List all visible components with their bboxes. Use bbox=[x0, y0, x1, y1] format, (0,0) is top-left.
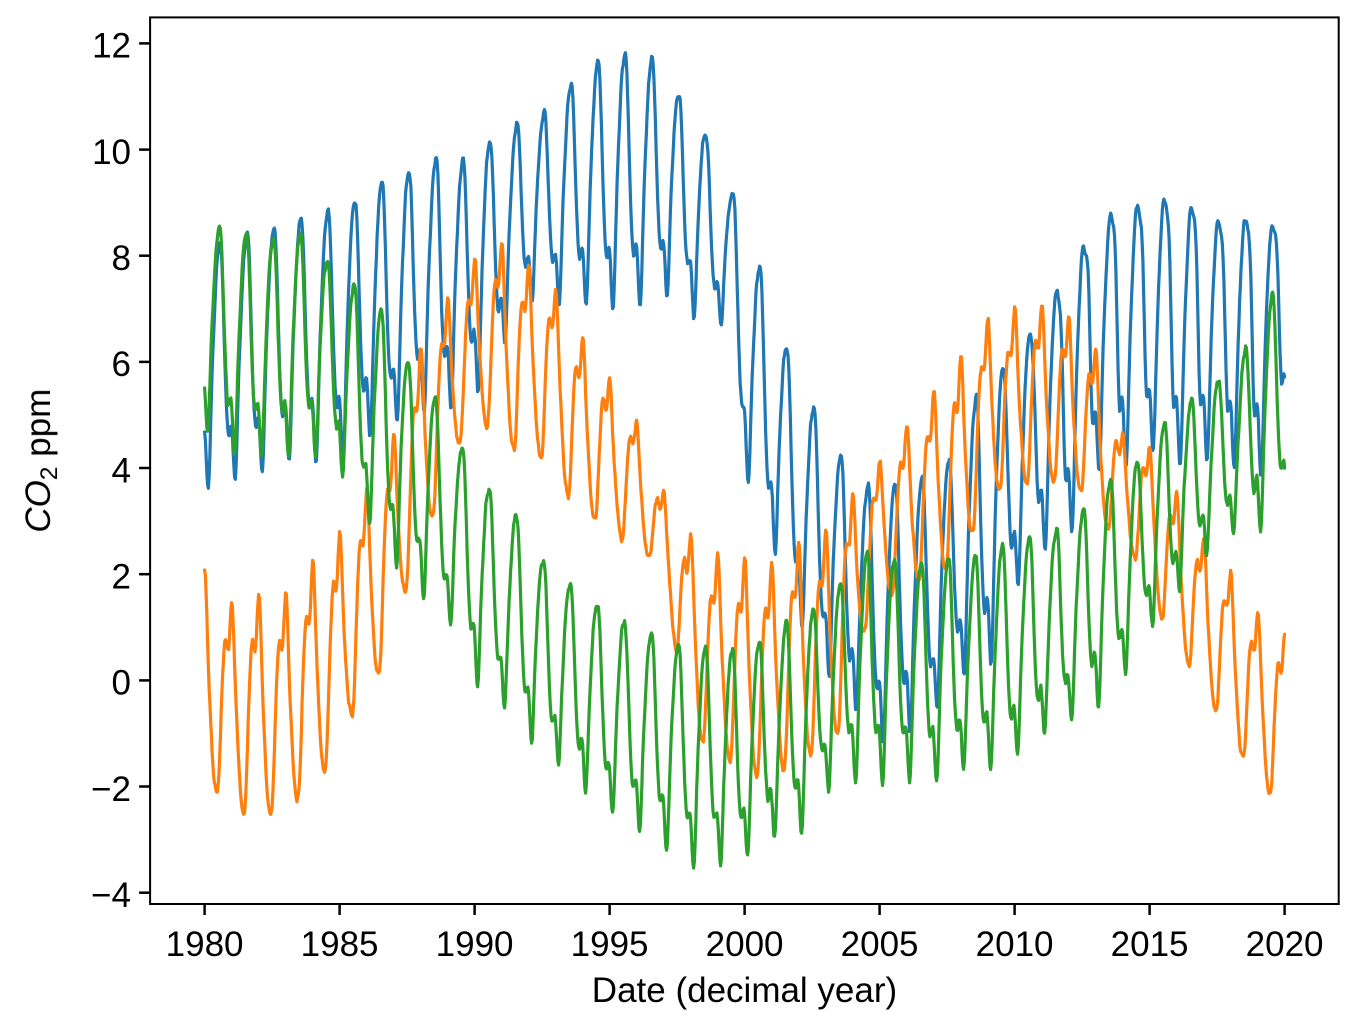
svg-text:CO2 ppm: CO2 ppm bbox=[19, 389, 63, 533]
svg-text:−4: −4 bbox=[91, 876, 131, 915]
svg-text:0: 0 bbox=[112, 664, 131, 703]
svg-text:Date (decimal year): Date (decimal year) bbox=[592, 971, 897, 1010]
svg-text:1985: 1985 bbox=[301, 925, 379, 964]
svg-text:6: 6 bbox=[112, 345, 131, 384]
svg-text:−2: −2 bbox=[91, 770, 131, 809]
svg-text:2015: 2015 bbox=[1111, 925, 1189, 964]
svg-text:10: 10 bbox=[92, 133, 131, 172]
svg-text:12: 12 bbox=[92, 27, 131, 66]
svg-text:2005: 2005 bbox=[841, 925, 919, 964]
svg-text:4: 4 bbox=[112, 451, 131, 490]
svg-text:1980: 1980 bbox=[166, 925, 244, 964]
svg-text:1990: 1990 bbox=[436, 925, 514, 964]
svg-text:2000: 2000 bbox=[706, 925, 784, 964]
svg-text:2: 2 bbox=[112, 558, 131, 597]
svg-text:8: 8 bbox=[112, 239, 131, 278]
svg-text:2010: 2010 bbox=[976, 925, 1054, 964]
svg-text:1995: 1995 bbox=[571, 925, 649, 964]
svg-text:2020: 2020 bbox=[1246, 925, 1324, 964]
